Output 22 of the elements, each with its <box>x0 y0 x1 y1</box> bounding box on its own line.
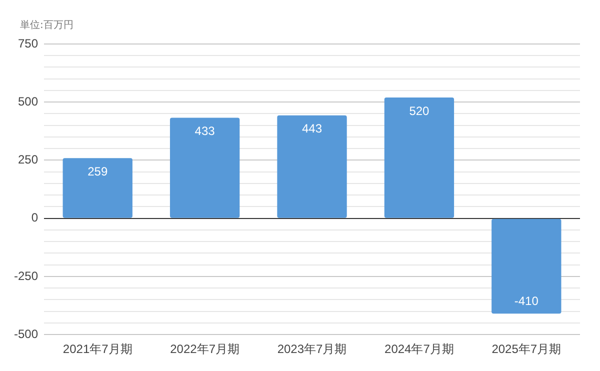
x-tick-label: 2021年7月期 <box>62 342 132 356</box>
data-label: -410 <box>514 294 539 308</box>
y-tick-label: 0 <box>31 210 38 225</box>
y-tick-label: 750 <box>18 36 38 50</box>
data-label: 259 <box>88 164 108 178</box>
x-tick-label: 2024年7月期 <box>384 342 454 356</box>
x-tick-label: 2023年7月期 <box>277 342 347 356</box>
bar <box>170 118 240 218</box>
y-tick-label: -500 <box>14 326 38 341</box>
y-axis-title: 単位:百万円 <box>20 19 74 32</box>
data-label: 520 <box>409 104 430 118</box>
data-label: 433 <box>194 124 216 138</box>
y-tick-label: -250 <box>14 268 38 283</box>
bar <box>384 97 454 218</box>
y-tick-label: 500 <box>18 94 38 108</box>
bar <box>492 218 562 314</box>
bar <box>62 158 132 218</box>
data-label: 443 <box>302 122 322 136</box>
bar <box>277 115 347 218</box>
x-tick-label: 2022年7月期 <box>170 342 240 356</box>
x-tick-label: 2025年7月期 <box>492 342 562 356</box>
y-tick-label: 250 <box>18 152 38 167</box>
